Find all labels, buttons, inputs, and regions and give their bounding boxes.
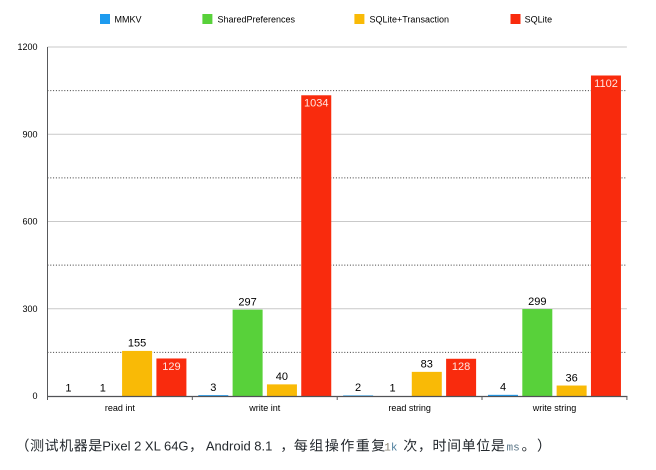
svg-text:SharedPreferences: SharedPreferences [218, 14, 296, 24]
svg-text:299: 299 [528, 296, 546, 308]
svg-text:83: 83 [421, 359, 433, 371]
svg-text:3: 3 [210, 382, 216, 394]
svg-text:k: k [391, 443, 398, 455]
svg-text:1102: 1102 [594, 78, 618, 90]
svg-text:40: 40 [276, 371, 288, 383]
svg-text:1200: 1200 [17, 42, 37, 52]
svg-text:0: 0 [32, 391, 37, 401]
svg-text:129: 129 [162, 361, 180, 373]
svg-text:128: 128 [452, 361, 470, 373]
svg-text:1: 1 [100, 383, 106, 395]
svg-text:1: 1 [389, 383, 395, 395]
svg-text:2: 2 [355, 382, 361, 394]
svg-text:297: 297 [238, 296, 256, 308]
svg-text:read string: read string [388, 403, 431, 413]
svg-text:1: 1 [384, 443, 391, 455]
svg-text:1: 1 [65, 383, 71, 395]
svg-text:1034: 1034 [304, 98, 328, 110]
svg-text:Pixel 2 XL 64G: Pixel 2 XL 64G [102, 439, 188, 454]
svg-text:MMKV: MMKV [115, 14, 142, 24]
svg-text:Android 8.1: Android 8.1 [206, 439, 273, 454]
svg-text:read int: read int [105, 403, 136, 413]
svg-text:900: 900 [22, 129, 37, 139]
svg-text:SQLite: SQLite [525, 14, 553, 24]
svg-text:4: 4 [500, 382, 506, 394]
svg-text:300: 300 [22, 304, 37, 314]
svg-text:SQLite+Transaction: SQLite+Transaction [370, 14, 449, 24]
svg-text:write string: write string [532, 403, 577, 413]
svg-text:600: 600 [22, 217, 37, 227]
svg-text:write int: write int [248, 403, 281, 413]
svg-text:36: 36 [565, 372, 577, 384]
svg-text:155: 155 [128, 338, 146, 350]
svg-text:ms: ms [507, 443, 520, 455]
